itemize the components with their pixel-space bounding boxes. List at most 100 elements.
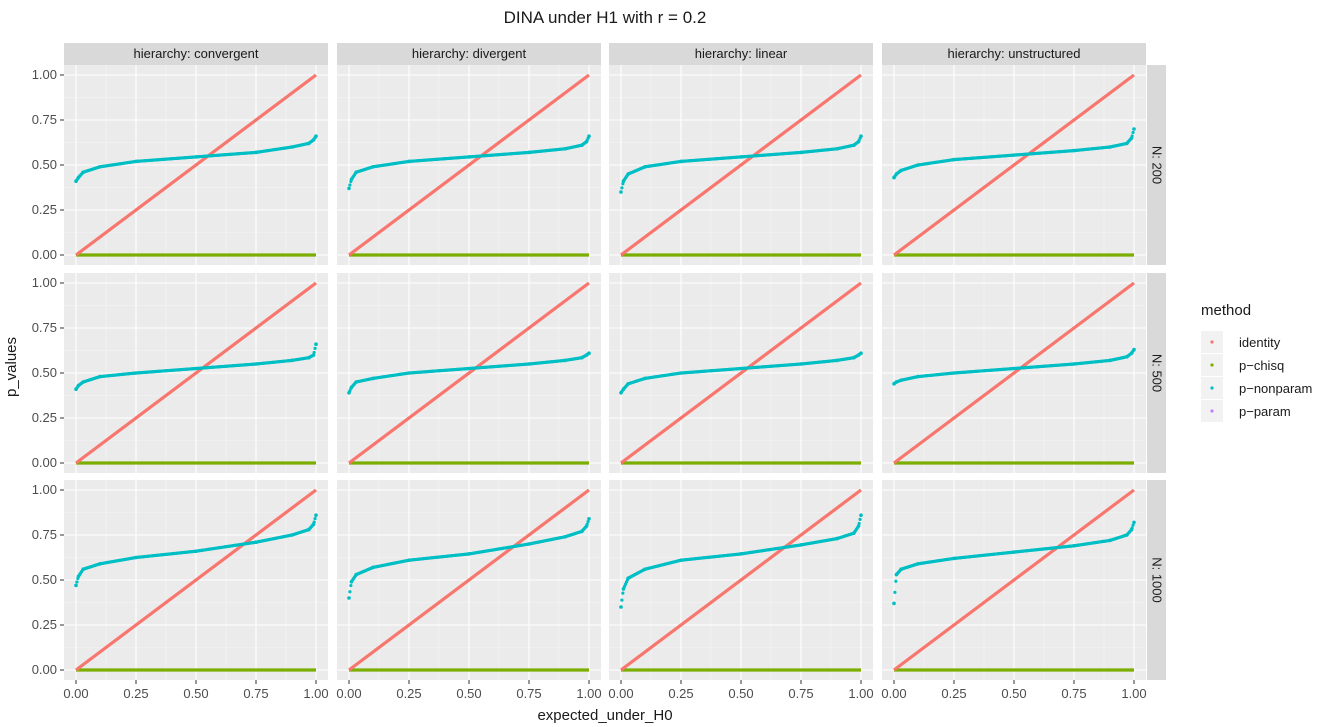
series-p-nonparam [892,520,1136,606]
p-nonparam-point [527,362,531,366]
p-nonparam-point [899,168,903,173]
p-nonparam-point [254,150,258,155]
p-nonparam-point [856,139,861,144]
y-tick-label: 0.50 [32,157,57,172]
p-nonparam-point [1129,136,1134,140]
x-tick-label: 1.00 [576,686,601,701]
p-nonparam-point [587,351,591,356]
p-nonparam-point [134,159,138,164]
p-nonparam-point [467,155,471,159]
p-nonparam-point [916,163,920,167]
y-tick-label: 0.00 [32,247,57,262]
series-p-nonparam [619,134,863,194]
p-nonparam-point [194,549,198,553]
y-tick-label: 1.00 [32,275,57,290]
facet-panel [609,65,873,265]
p-nonparam-point [467,366,471,371]
p-nonparam-point [580,143,584,147]
p-nonparam-point [527,150,531,155]
p-nonparam-point [74,179,78,183]
p-nonparam-point [254,362,258,366]
x-tick-label: 0.25 [941,686,966,701]
x-tick-label: 0.00 [608,686,633,701]
y-tick-label: 1.00 [32,67,57,82]
p-nonparam-point [894,380,899,384]
p-nonparam-point [899,567,903,571]
legend-label: identity [1239,335,1281,350]
p-nonparam-point [952,371,956,375]
p-nonparam-point [307,527,311,532]
p-nonparam-point [1129,527,1134,532]
p-nonparam-point [81,567,85,571]
series-p-nonparam [619,351,863,395]
x-tick-label: 0.00 [63,686,88,701]
p-nonparam-point [313,517,317,521]
legend-item: identity [1201,331,1281,353]
x-tick-label: 0.75 [1061,686,1086,701]
p-nonparam-point [1072,544,1076,548]
p-nonparam-point [371,565,375,570]
facet-row-label: N: 1000 [1150,557,1165,603]
facet-row-label: N: 500 [1150,354,1165,392]
p-nonparam-point [311,138,316,142]
p-nonparam-point [799,543,803,547]
p-nonparam-point [916,374,920,379]
p-nonparam-point [852,355,856,360]
x-tick-label: 0.00 [881,686,906,701]
series-p-nonparam [347,351,591,395]
p-nonparam-point [799,362,803,366]
p-nonparam-point [739,155,743,159]
legend-dot [1210,386,1214,390]
y-tick-label: 1.00 [32,482,57,497]
facet-column-label: hierarchy: convergent [133,46,258,61]
series-p-nonparam [892,347,1136,386]
facet-panel: 0.00 0.25 0.50 0.75 1.00 [608,480,874,701]
facet-strip-column: hierarchy: convergent [64,43,328,65]
p-nonparam-point [799,150,803,155]
p-nonparam-point [307,141,311,146]
p-nonparam-point [584,139,589,144]
p-nonparam-point [580,529,584,534]
facet-panel: 0.00 0.25 0.50 0.75 1.00 [32,65,328,265]
p-nonparam-point [371,376,375,381]
p-nonparam-point [347,596,351,600]
p-nonparam-point [621,587,626,591]
facet-panel [609,273,873,473]
p-nonparam-point [527,542,531,546]
p-nonparam-point [313,346,317,350]
legend-label: p−param [1239,404,1291,419]
p-nonparam-point [563,535,567,539]
series-identity [620,281,862,465]
p-nonparam-point [621,387,626,392]
p-nonparam-point [621,591,625,595]
p-nonparam-point [619,605,623,609]
y-tick-label: 0.25 [32,617,57,632]
y-tick-label: 0.75 [32,527,57,542]
p-nonparam-point [619,190,623,194]
series-identity [75,488,317,672]
p-nonparam-point [835,147,839,151]
x-tick-label: 1.00 [303,686,328,701]
p-nonparam-point [407,558,411,562]
p-nonparam-point [859,351,863,356]
p-nonparam-point [679,371,683,375]
p-nonparam-point [1012,366,1016,371]
y-axis-title: p_values [3,337,20,397]
x-tick-label: 0.25 [668,686,693,701]
p-nonparam-point [347,186,351,191]
series-p-nonparam [347,517,591,600]
p-nonparam-point [859,134,863,138]
legend-item: p−nonparam [1201,377,1312,399]
p-nonparam-point [852,531,856,535]
x-tick-label: 0.50 [456,686,481,701]
p-nonparam-point [852,143,856,147]
p-nonparam-point [1012,153,1016,157]
p-nonparam-point [1125,141,1129,146]
p-nonparam-point [349,583,353,588]
p-nonparam-point [194,155,198,159]
facet-panel [337,273,601,473]
legend-dot [1210,363,1214,367]
p-nonparam-point [76,383,81,388]
y-tick-label: 0.00 [32,662,57,677]
facet-panel: 0.00 0.25 0.50 0.75 1.00 [32,273,328,473]
